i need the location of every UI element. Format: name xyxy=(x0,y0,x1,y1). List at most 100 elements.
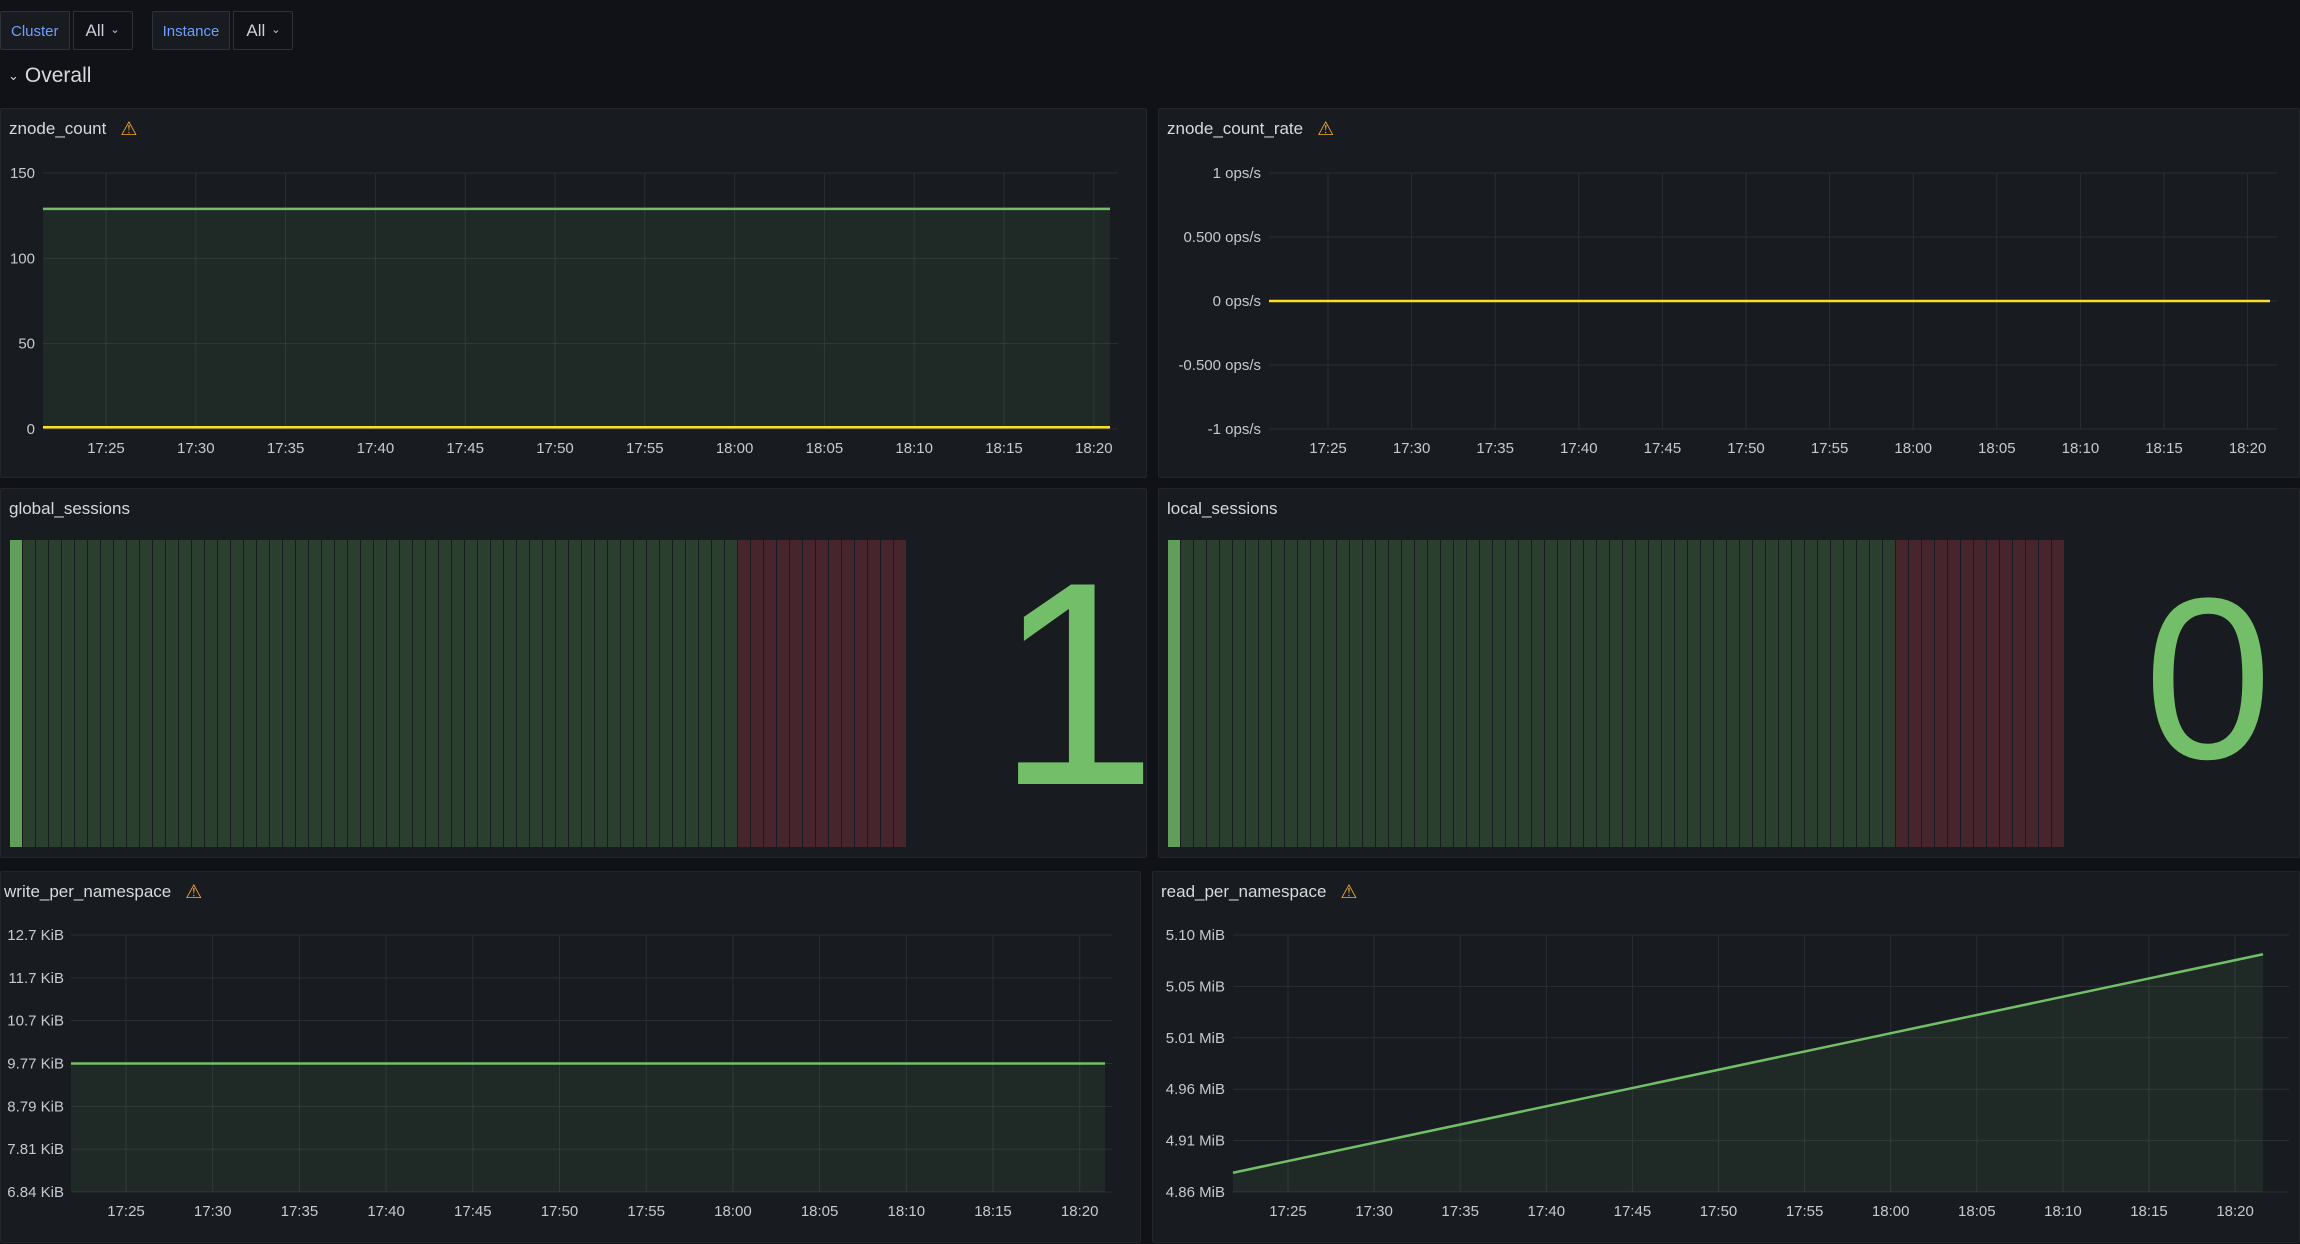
green-bar xyxy=(192,540,204,847)
green-bar xyxy=(686,540,698,847)
green-bar xyxy=(1792,540,1804,847)
green-bar xyxy=(569,540,581,847)
green-bar xyxy=(1532,540,1544,847)
green-bar xyxy=(452,540,464,847)
x-tick-label: 17:45 xyxy=(1644,440,1682,457)
red-bar xyxy=(1948,540,1960,847)
green-bar xyxy=(1662,540,1674,847)
green-bar xyxy=(1805,540,1817,847)
green-bar xyxy=(1298,540,1310,847)
green-bar xyxy=(621,540,633,847)
x-tick-label: 17:25 xyxy=(87,440,125,457)
red-bar xyxy=(1896,540,1908,847)
red-bar xyxy=(1922,540,1934,847)
green-bar xyxy=(1441,540,1453,847)
x-tick-label: 18:05 xyxy=(1978,440,2016,457)
x-tick-label: 18:15 xyxy=(2130,1203,2168,1220)
green-bar xyxy=(1454,540,1466,847)
znode-count-chart: 150 100 50 0 17:25 17:30 17:35 17:40 17:45 17:50 1… xyxy=(10,165,1118,457)
x-tick-label: 18:00 xyxy=(1872,1203,1910,1220)
panel-title: global_sessions xyxy=(9,499,130,518)
x-tick-label: 17:35 xyxy=(1441,1203,1479,1220)
red-bar xyxy=(751,540,763,847)
green-bar xyxy=(387,540,399,847)
y-tick-label: 100 xyxy=(10,250,35,267)
green-bar xyxy=(491,540,503,847)
green-bar xyxy=(1844,540,1856,847)
green-bar xyxy=(1766,540,1778,847)
x-tick-label: 17:45 xyxy=(446,440,484,457)
green-bar xyxy=(1363,540,1375,847)
red-bar xyxy=(1909,540,1921,847)
y-tick-label: 0 ops/s xyxy=(1213,293,1261,310)
red-bar xyxy=(1935,540,1947,847)
chevron-down-icon: ⌄ xyxy=(271,24,281,36)
green-bar xyxy=(1558,540,1570,847)
row-overall-toggle[interactable]: ⌄ Overall xyxy=(8,64,91,88)
green-bar xyxy=(166,540,178,847)
chevron-down-icon: ⌄ xyxy=(8,68,19,83)
series-area xyxy=(43,208,1110,429)
y-tick-label: 150 xyxy=(10,165,35,182)
red-bar xyxy=(842,540,854,847)
x-tick-label: 17:25 xyxy=(107,1203,145,1220)
cluster-variable-select[interactable]: All ⌄ xyxy=(72,11,133,50)
x-tick-label: 18:10 xyxy=(2062,440,2100,457)
red-bar xyxy=(881,540,893,847)
x-tick-label: 17:40 xyxy=(357,440,395,457)
write-per-namespace-chart: 12.7 KiB 11.7 KiB 10.7 KiB 9.77 KiB 8.79 KiB… xyxy=(7,927,1112,1220)
red-bar xyxy=(1987,540,1999,847)
x-tick-label: 18:00 xyxy=(716,440,754,457)
warning-icon[interactable]: ⚠ xyxy=(120,118,138,140)
green-bar xyxy=(1506,540,1518,847)
instance-variable-select[interactable]: All ⌄ xyxy=(233,11,294,50)
x-tick-label: 17:25 xyxy=(1309,440,1347,457)
green-bar xyxy=(1870,540,1882,847)
warning-icon[interactable]: ⚠ xyxy=(1340,881,1358,903)
red-bar xyxy=(2052,540,2064,847)
green-bar xyxy=(1207,540,1219,847)
panel-title: write_per_namespace xyxy=(4,882,172,901)
green-bar xyxy=(1337,540,1349,847)
variables-bar: Cluster All ⌄ Instance All ⌄ xyxy=(0,10,294,51)
green-bar xyxy=(361,540,373,847)
green-bar xyxy=(49,540,61,847)
x-tick-label: 17:50 xyxy=(1727,440,1765,457)
y-tick-label: 11.7 KiB xyxy=(8,970,64,987)
read-per-namespace-chart: 5.10 MiB 5.05 MiB 5.01 MiB 4.96 MiB 4.91 MiB… xyxy=(1166,927,2289,1220)
x-tick-label: 17:55 xyxy=(626,440,664,457)
red-bar xyxy=(1961,540,1973,847)
panel-znode-count-rate: znode_count_rate ⚠ 1 ops/s 0.500 ops/s 0 o… xyxy=(1158,108,2300,478)
green-bar xyxy=(504,540,516,847)
x-tick-label: 17:35 xyxy=(1476,440,1514,457)
green-bar xyxy=(1415,540,1427,847)
green-bar xyxy=(1350,540,1362,847)
x-tick-label: 18:20 xyxy=(1061,1203,1099,1220)
red-bar xyxy=(829,540,841,847)
warning-icon[interactable]: ⚠ xyxy=(185,881,203,903)
green-bar xyxy=(257,540,269,847)
red-bar xyxy=(738,540,750,847)
green-bar xyxy=(1194,540,1206,847)
y-tick-label: 4.91 MiB xyxy=(1166,1133,1225,1150)
red-bar xyxy=(816,540,828,847)
green-bar xyxy=(23,540,35,847)
green-bar xyxy=(478,540,490,847)
green-bar xyxy=(88,540,100,847)
x-tick-label: 17:25 xyxy=(1269,1203,1307,1220)
warning-icon[interactable]: ⚠ xyxy=(1317,118,1335,140)
x-tick-label: 17:45 xyxy=(1614,1203,1652,1220)
green-bar xyxy=(1623,540,1635,847)
green-bar xyxy=(140,540,152,847)
green-bar xyxy=(1285,540,1297,847)
red-bar xyxy=(777,540,789,847)
green-bar xyxy=(1857,540,1869,847)
red-bar xyxy=(855,540,867,847)
x-tick-label: 17:30 xyxy=(177,440,215,457)
y-tick-label: 6.84 KiB xyxy=(7,1184,64,1201)
green-bar xyxy=(699,540,711,847)
green-bar xyxy=(1246,540,1258,847)
series-area xyxy=(71,1063,1105,1192)
x-tick-label: 17:50 xyxy=(1700,1203,1738,1220)
x-tick-label: 18:05 xyxy=(806,440,844,457)
